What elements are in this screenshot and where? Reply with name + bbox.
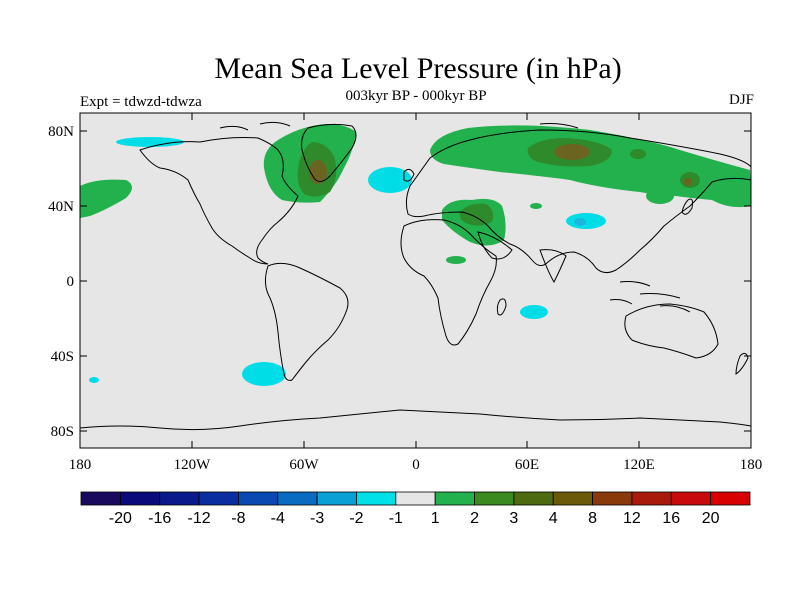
legend-swatch xyxy=(277,491,318,506)
east-asia-green-spot xyxy=(646,188,674,204)
lon-tick-label: 180 xyxy=(69,457,92,473)
legend-swatch xyxy=(474,491,515,506)
legend-label: -2 xyxy=(349,510,363,527)
legend-label: 3 xyxy=(509,510,518,527)
legend-swatch xyxy=(670,491,712,506)
legend-swatch xyxy=(119,491,161,506)
legend-label: -20 xyxy=(109,510,132,527)
north-america-coast xyxy=(139,137,299,265)
north-atlantic-cyan-region xyxy=(368,167,412,193)
map-title: Mean Sea Level Pressure (in hPa) xyxy=(214,52,622,85)
arctic-islands-coast xyxy=(219,121,579,131)
legend-swatch xyxy=(710,491,751,506)
legend-label: -8 xyxy=(231,510,245,527)
south-america-coast xyxy=(264,262,349,381)
siberia-core xyxy=(554,144,590,160)
africa-green-spot xyxy=(446,256,466,264)
coastlines xyxy=(80,121,751,431)
india-coast xyxy=(539,249,567,284)
legend-swatch xyxy=(631,491,672,506)
legend-swatch xyxy=(513,491,554,506)
new-zealand-coast xyxy=(735,352,749,375)
tibet-cyan-region xyxy=(566,213,606,229)
pacific-cyan-spot xyxy=(89,377,99,383)
legend-swatch xyxy=(198,491,239,506)
legend-label: 8 xyxy=(588,510,597,527)
color-legend: -20 -16 -12 -8 -4 -3 -2 -1 1 2 3 4 8 12 16 20 xyxy=(80,491,751,527)
japan-coast xyxy=(681,198,693,215)
legend-swatch xyxy=(592,491,633,506)
east-siberia-dark-spot xyxy=(630,149,646,159)
legend-label: -1 xyxy=(389,510,403,527)
british-isles-coast xyxy=(403,168,415,182)
legend-label: -16 xyxy=(148,510,171,527)
legend-swatch xyxy=(434,491,475,506)
pacific-green-region xyxy=(80,179,132,218)
indian-ocean-cyan-region xyxy=(520,305,548,319)
lat-tick-label: 40S xyxy=(51,349,74,365)
arctic-cyan-region xyxy=(116,137,184,147)
southeast-asia-islands-coast xyxy=(609,281,691,313)
legend-swatch xyxy=(356,491,397,506)
south-atlantic-cyan-region xyxy=(242,362,286,386)
central-asia-green-spot xyxy=(530,203,542,209)
negative-anomaly-regions xyxy=(89,137,606,386)
season-label: DJF xyxy=(728,92,754,108)
lat-tick-label: 40N xyxy=(48,199,74,215)
lon-tick-label: 120E xyxy=(623,457,655,473)
legend-label: -3 xyxy=(310,510,324,527)
lon-tick-label: 60W xyxy=(289,457,319,473)
legend-swatch xyxy=(80,491,121,506)
legend-label: 12 xyxy=(623,510,641,527)
legend-swatch xyxy=(552,491,593,506)
arabia-coast xyxy=(477,231,513,260)
australia-coast xyxy=(624,303,719,359)
madagascar-coast xyxy=(496,298,507,316)
map-subtitle: 003kyr BP - 000kyr BP xyxy=(345,88,487,104)
legend-label: 4 xyxy=(549,510,558,527)
lon-tick-label: 60E xyxy=(515,457,539,473)
latitude-axis: 80N 40N 0 40S 80S xyxy=(48,124,751,440)
africa-coast xyxy=(400,219,497,346)
eurasia-green-region xyxy=(430,125,751,208)
legend-swatch xyxy=(238,491,279,506)
legend-label: 1 xyxy=(431,510,440,527)
legend-label: -4 xyxy=(271,510,285,527)
lat-tick-label: 80N xyxy=(48,124,74,140)
kamchatka-core xyxy=(684,178,692,186)
tibet-cyan-core xyxy=(574,218,586,226)
legend-label: 2 xyxy=(470,510,479,527)
eurasia-coast xyxy=(405,129,751,274)
lat-tick-label: 0 xyxy=(67,274,75,290)
mediterranean-dark-region xyxy=(459,203,494,226)
legend-label: 16 xyxy=(662,510,680,527)
legend-swatch xyxy=(395,491,436,506)
lon-tick-label: 180 xyxy=(740,457,763,473)
greenland-coast xyxy=(301,123,357,182)
legend-swatch xyxy=(316,491,357,506)
antarctica-coast xyxy=(80,409,751,431)
lon-tick-label: 0 xyxy=(412,457,420,473)
lat-tick-label: 80S xyxy=(51,424,74,440)
legend-label: 20 xyxy=(702,510,720,527)
legend-label: -12 xyxy=(187,510,210,527)
legend-swatch xyxy=(159,491,200,506)
longitude-axis: 180 120W 60W 0 60E 120E 180 xyxy=(69,113,763,473)
lon-tick-label: 120W xyxy=(174,457,212,473)
experiment-label: Expt = tdwzd-tdwza xyxy=(80,94,202,110)
